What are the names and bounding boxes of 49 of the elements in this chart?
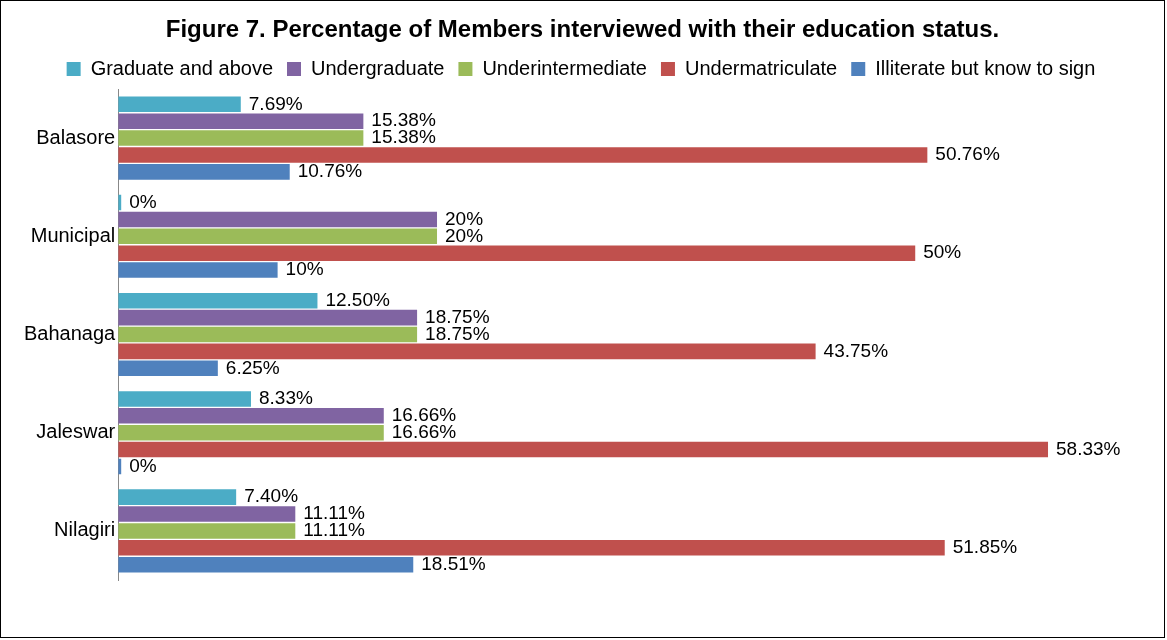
- bar: [118, 228, 438, 245]
- chart-title: Figure 7. Percentage of Members interviewed with their education status.: [164, 14, 1001, 44]
- bar: [118, 211, 438, 228]
- data-label: 6.25%: [225, 356, 280, 378]
- bar: [118, 523, 296, 539]
- data-label: 8.33%: [258, 387, 313, 409]
- data-label: 58.33%: [1056, 437, 1121, 459]
- legend-label: Undergraduate: [311, 56, 445, 79]
- y-tick-label: Bahanaga: [24, 322, 117, 345]
- data-label: 10.76%: [297, 160, 363, 182]
- bar: [118, 556, 414, 573]
- bar: [118, 424, 384, 441]
- bar: [118, 326, 418, 343]
- bar: [118, 506, 296, 522]
- y-tick-label: Balasore: [36, 125, 116, 148]
- bar: [118, 292, 318, 309]
- data-label: 18.51%: [421, 552, 486, 574]
- data-label: 10%: [285, 258, 324, 280]
- y-tick-label: Nilagiri: [54, 518, 116, 541]
- bar: [118, 262, 278, 278]
- data-label: 7.40%: [244, 485, 299, 507]
- bar: [118, 441, 1049, 458]
- bar: [118, 130, 364, 146]
- data-label: 12.50%: [325, 288, 391, 310]
- bar: [118, 360, 218, 377]
- bar: [118, 408, 384, 424]
- bar: [118, 245, 916, 261]
- y-tick-label: Municipal: [30, 223, 116, 246]
- bar: [118, 96, 241, 113]
- data-label: 43.75%: [823, 339, 889, 361]
- data-label: 50%: [923, 241, 962, 263]
- data-label: 0%: [129, 454, 157, 476]
- data-label: 51.85%: [952, 536, 1018, 558]
- legend-label: Graduate and above: [90, 56, 274, 79]
- bar: [118, 343, 816, 360]
- legend-label: Undermatriculate: [684, 56, 838, 79]
- bar: [118, 489, 237, 505]
- legend-label: Underintermediate: [482, 56, 647, 79]
- data-label: 7.69%: [248, 92, 303, 114]
- bar: [118, 309, 418, 326]
- bar: [118, 164, 290, 180]
- bar: [118, 113, 364, 129]
- data-label: 50.76%: [935, 143, 1000, 165]
- bar: [118, 540, 945, 556]
- bar: [118, 391, 251, 407]
- legend-label: Illiterate but know to sign: [875, 56, 1096, 79]
- bar: [118, 147, 928, 163]
- y-tick-label: Jaleswar: [36, 420, 116, 443]
- data-label: 0%: [129, 190, 157, 212]
